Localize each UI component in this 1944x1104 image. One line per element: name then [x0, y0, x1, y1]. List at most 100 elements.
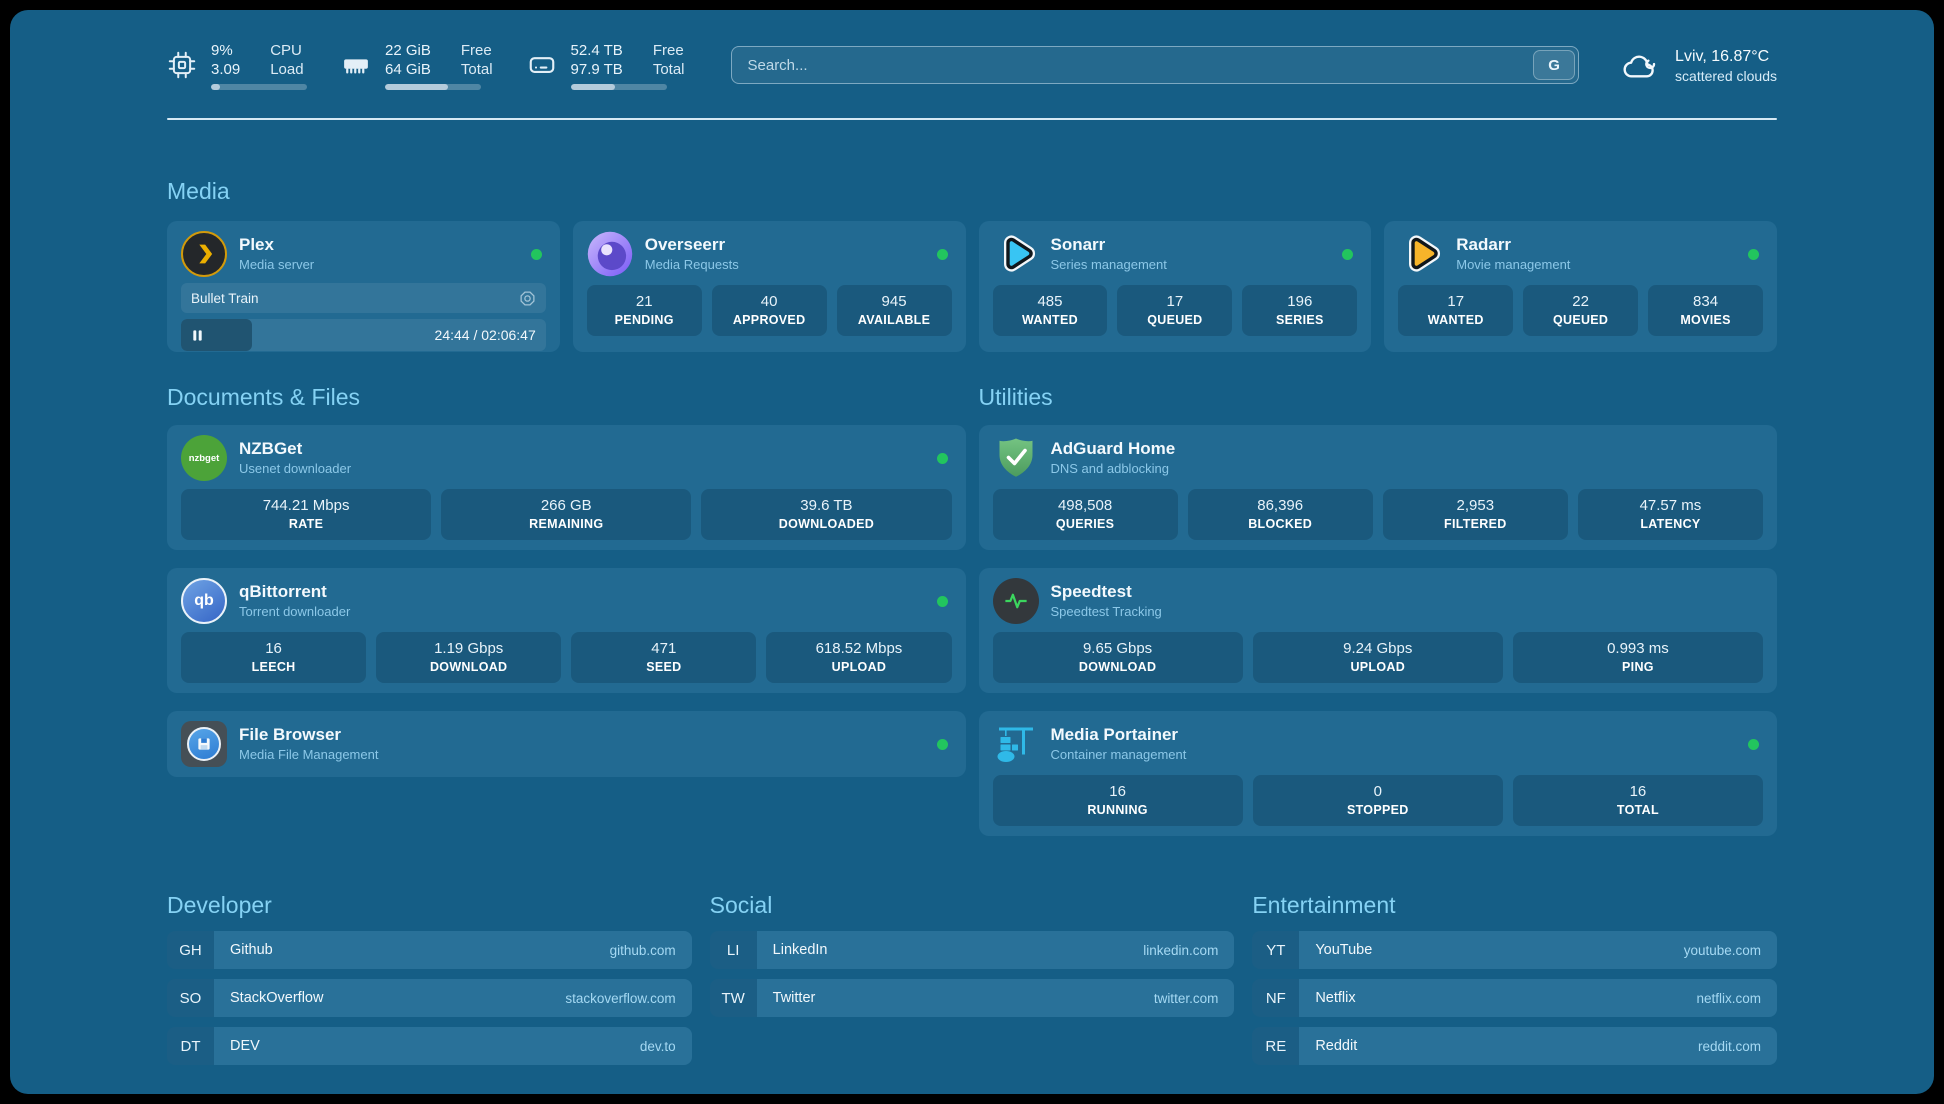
status-dot [936, 595, 948, 607]
now-playing-options-icon[interactable] [519, 290, 536, 307]
search-input[interactable] [730, 46, 1580, 84]
speedtest-card[interactable]: Speedtest Speedtest Tracking 9.65 Gbps DO… [978, 568, 1777, 693]
bookmark-dev[interactable]: DT DEV dev.to [167, 1027, 692, 1065]
plex-card[interactable]: Plex Media server Bullet Train [167, 221, 560, 352]
service-name: Speedtest [1050, 582, 1132, 601]
middle-columns: Documents & Files nzbget NZBGet Usenet d… [167, 384, 1777, 836]
bookmark-name: YouTube [1315, 942, 1373, 958]
qbittorrent-logo-text: qb [194, 592, 214, 609]
adguard-icon [993, 435, 1039, 481]
stat-queries: 498,508 QUERIES [992, 489, 1178, 540]
memory-stat: 22 GiB 64 GiB Free Total [341, 41, 493, 90]
sonarr-card[interactable]: Sonarr Series management 485 WANTED 17 QUE… [978, 221, 1372, 352]
bookmark-url: dev.to [639, 1038, 676, 1054]
stat-stopped: 0 STOPPED [1252, 775, 1503, 826]
memory-free: 22 GiB [385, 41, 431, 59]
status-dot [1748, 248, 1759, 260]
cpu-load-label: Load [270, 60, 304, 78]
bookmark-stackoverflow[interactable]: SO StackOverflow stackoverflow.com [167, 979, 692, 1017]
radarr-card[interactable]: Radarr Movie management 17 WANTED 22 QUEUE… [1384, 221, 1777, 352]
nzbget-icon: nzbget [181, 435, 227, 481]
stat-filtered: 2,953 FILTERED [1382, 489, 1568, 540]
memory-icon [344, 59, 368, 74]
now-playing-title: Bullet Train [191, 290, 259, 306]
stat-rate: 744.21 Mbps RATE [181, 489, 432, 540]
disk-icon [529, 57, 554, 73]
bookmark-name: Twitter [772, 990, 816, 1006]
memory-total-label: Total [460, 60, 493, 78]
stat-available: 945 AVAILABLE [836, 285, 952, 336]
bookmark-name: Netflix [1315, 990, 1356, 1006]
portainer-icon [993, 721, 1039, 767]
disk-progress-bar [570, 83, 667, 90]
nzbget-card[interactable]: nzbget NZBGet Usenet downloader 744.21 M… [167, 425, 966, 550]
bookmark-linkedin[interactable]: LI LinkedIn linkedin.com [709, 931, 1235, 969]
utilities-column: Utilities AdGuard Home DNS and adblockin… [978, 384, 1777, 836]
qbittorrent-icon: qb [181, 578, 227, 624]
bookmark-url: reddit.com [1697, 1038, 1761, 1054]
dashboard: 9% 3.09 CPU Load [10, 10, 1934, 1094]
bookmark-twitter[interactable]: TW Twitter twitter.com [709, 979, 1235, 1017]
section-title-developer: Developer [167, 892, 272, 918]
bookmark-reddit[interactable]: RE Reddit reddit.com [1252, 1027, 1777, 1065]
playback-time: 24:44 / 02:06:47 [434, 327, 536, 343]
disk-stat: 52.4 TB 97.9 TB Free Total [527, 41, 685, 90]
service-desc: DNS and adblocking [1050, 461, 1170, 476]
service-desc: Media Requests [644, 257, 739, 272]
stat-approved: 40 APPROVED [711, 285, 827, 336]
section-title-entertainment: Entertainment [1252, 892, 1396, 918]
pause-icon[interactable] [191, 329, 204, 342]
stat-upload: 618.52 Mbps UPLOAD [766, 632, 952, 683]
section-title-media: Media [167, 178, 230, 204]
service-name: Radarr [1456, 235, 1512, 254]
documents-column: Documents & Files nzbget NZBGet Usenet d… [167, 384, 966, 777]
plex-icon [181, 231, 227, 277]
stat-total: 16 TOTAL [1512, 775, 1764, 826]
stat-queued: 22 QUEUED [1523, 285, 1639, 336]
system-stats: 9% 3.09 CPU Load [167, 41, 685, 90]
stat-upload: 9.24 Gbps UPLOAD [1252, 632, 1503, 683]
cpu-label: CPU [270, 41, 302, 59]
cpu-icon [168, 51, 196, 79]
topbar: 9% 3.09 CPU Load [167, 36, 1777, 94]
stat-pending: 21 PENDING [586, 285, 702, 336]
cpu-stat: 9% 3.09 CPU Load [167, 41, 307, 90]
bookmark-url: github.com [609, 942, 676, 958]
section-title-social: Social [709, 892, 773, 918]
stat-downloaded: 39.6 TB DOWNLOADED [701, 489, 952, 540]
status-dot [1748, 738, 1759, 750]
qbittorrent-card[interactable]: qb qBittorrent Torrent downloader 16 LEEC… [167, 568, 966, 693]
service-name: Media Portainer [1050, 725, 1179, 744]
service-name: File Browser [239, 725, 342, 744]
cloud-icon [1623, 55, 1656, 78]
stat-queued: 17 QUEUED [1117, 285, 1233, 336]
weather-location-temp: Lviv, 16.87°C [1675, 47, 1770, 65]
bookmarks: Developer GH Github github.com SO StackO… [167, 892, 1777, 1065]
stat-latency: 47.57 ms LATENCY [1577, 489, 1763, 540]
bookmark-github[interactable]: GH Github github.com [167, 931, 692, 969]
filebrowser-card[interactable]: File Browser Media File Management [167, 711, 966, 777]
section-title-utilities: Utilities [978, 384, 1053, 410]
speedtest-icon [992, 578, 1039, 624]
memory-progress-bar [385, 83, 481, 90]
bookmark-name: Reddit [1315, 1038, 1358, 1054]
service-name: AdGuard Home [1050, 439, 1176, 458]
adguard-card[interactable]: AdGuard Home DNS and adblocking 498,508 Q… [978, 425, 1777, 550]
bookmark-netflix[interactable]: NF Netflix netflix.com [1252, 979, 1777, 1017]
overseerr-card[interactable]: Overseerr Media Requests 21 PENDING 40 APP… [572, 221, 966, 352]
stat-download: 1.19 Gbps DOWNLOAD [376, 632, 562, 683]
media-grid: Plex Media server Bullet Train [167, 221, 1777, 352]
status-dot [936, 452, 948, 464]
bookmark-youtube[interactable]: YT YouTube youtube.com [1252, 931, 1777, 969]
service-name: NZBGet [239, 439, 303, 458]
service-name: qBittorrent [239, 582, 327, 601]
portainer-card[interactable]: Media Portainer Container management 16 R… [978, 711, 1777, 836]
filebrowser-icon [181, 721, 227, 767]
bookmark-url: netflix.com [1696, 990, 1761, 1006]
stat-download: 9.65 Gbps DOWNLOAD [992, 632, 1243, 683]
memory-total: 64 GiB [385, 60, 431, 78]
search-provider-button[interactable]: G [1533, 50, 1576, 80]
bookmark-name: LinkedIn [772, 942, 828, 958]
disk-total-label: Total [652, 60, 685, 78]
service-desc: Movie management [1456, 257, 1571, 272]
